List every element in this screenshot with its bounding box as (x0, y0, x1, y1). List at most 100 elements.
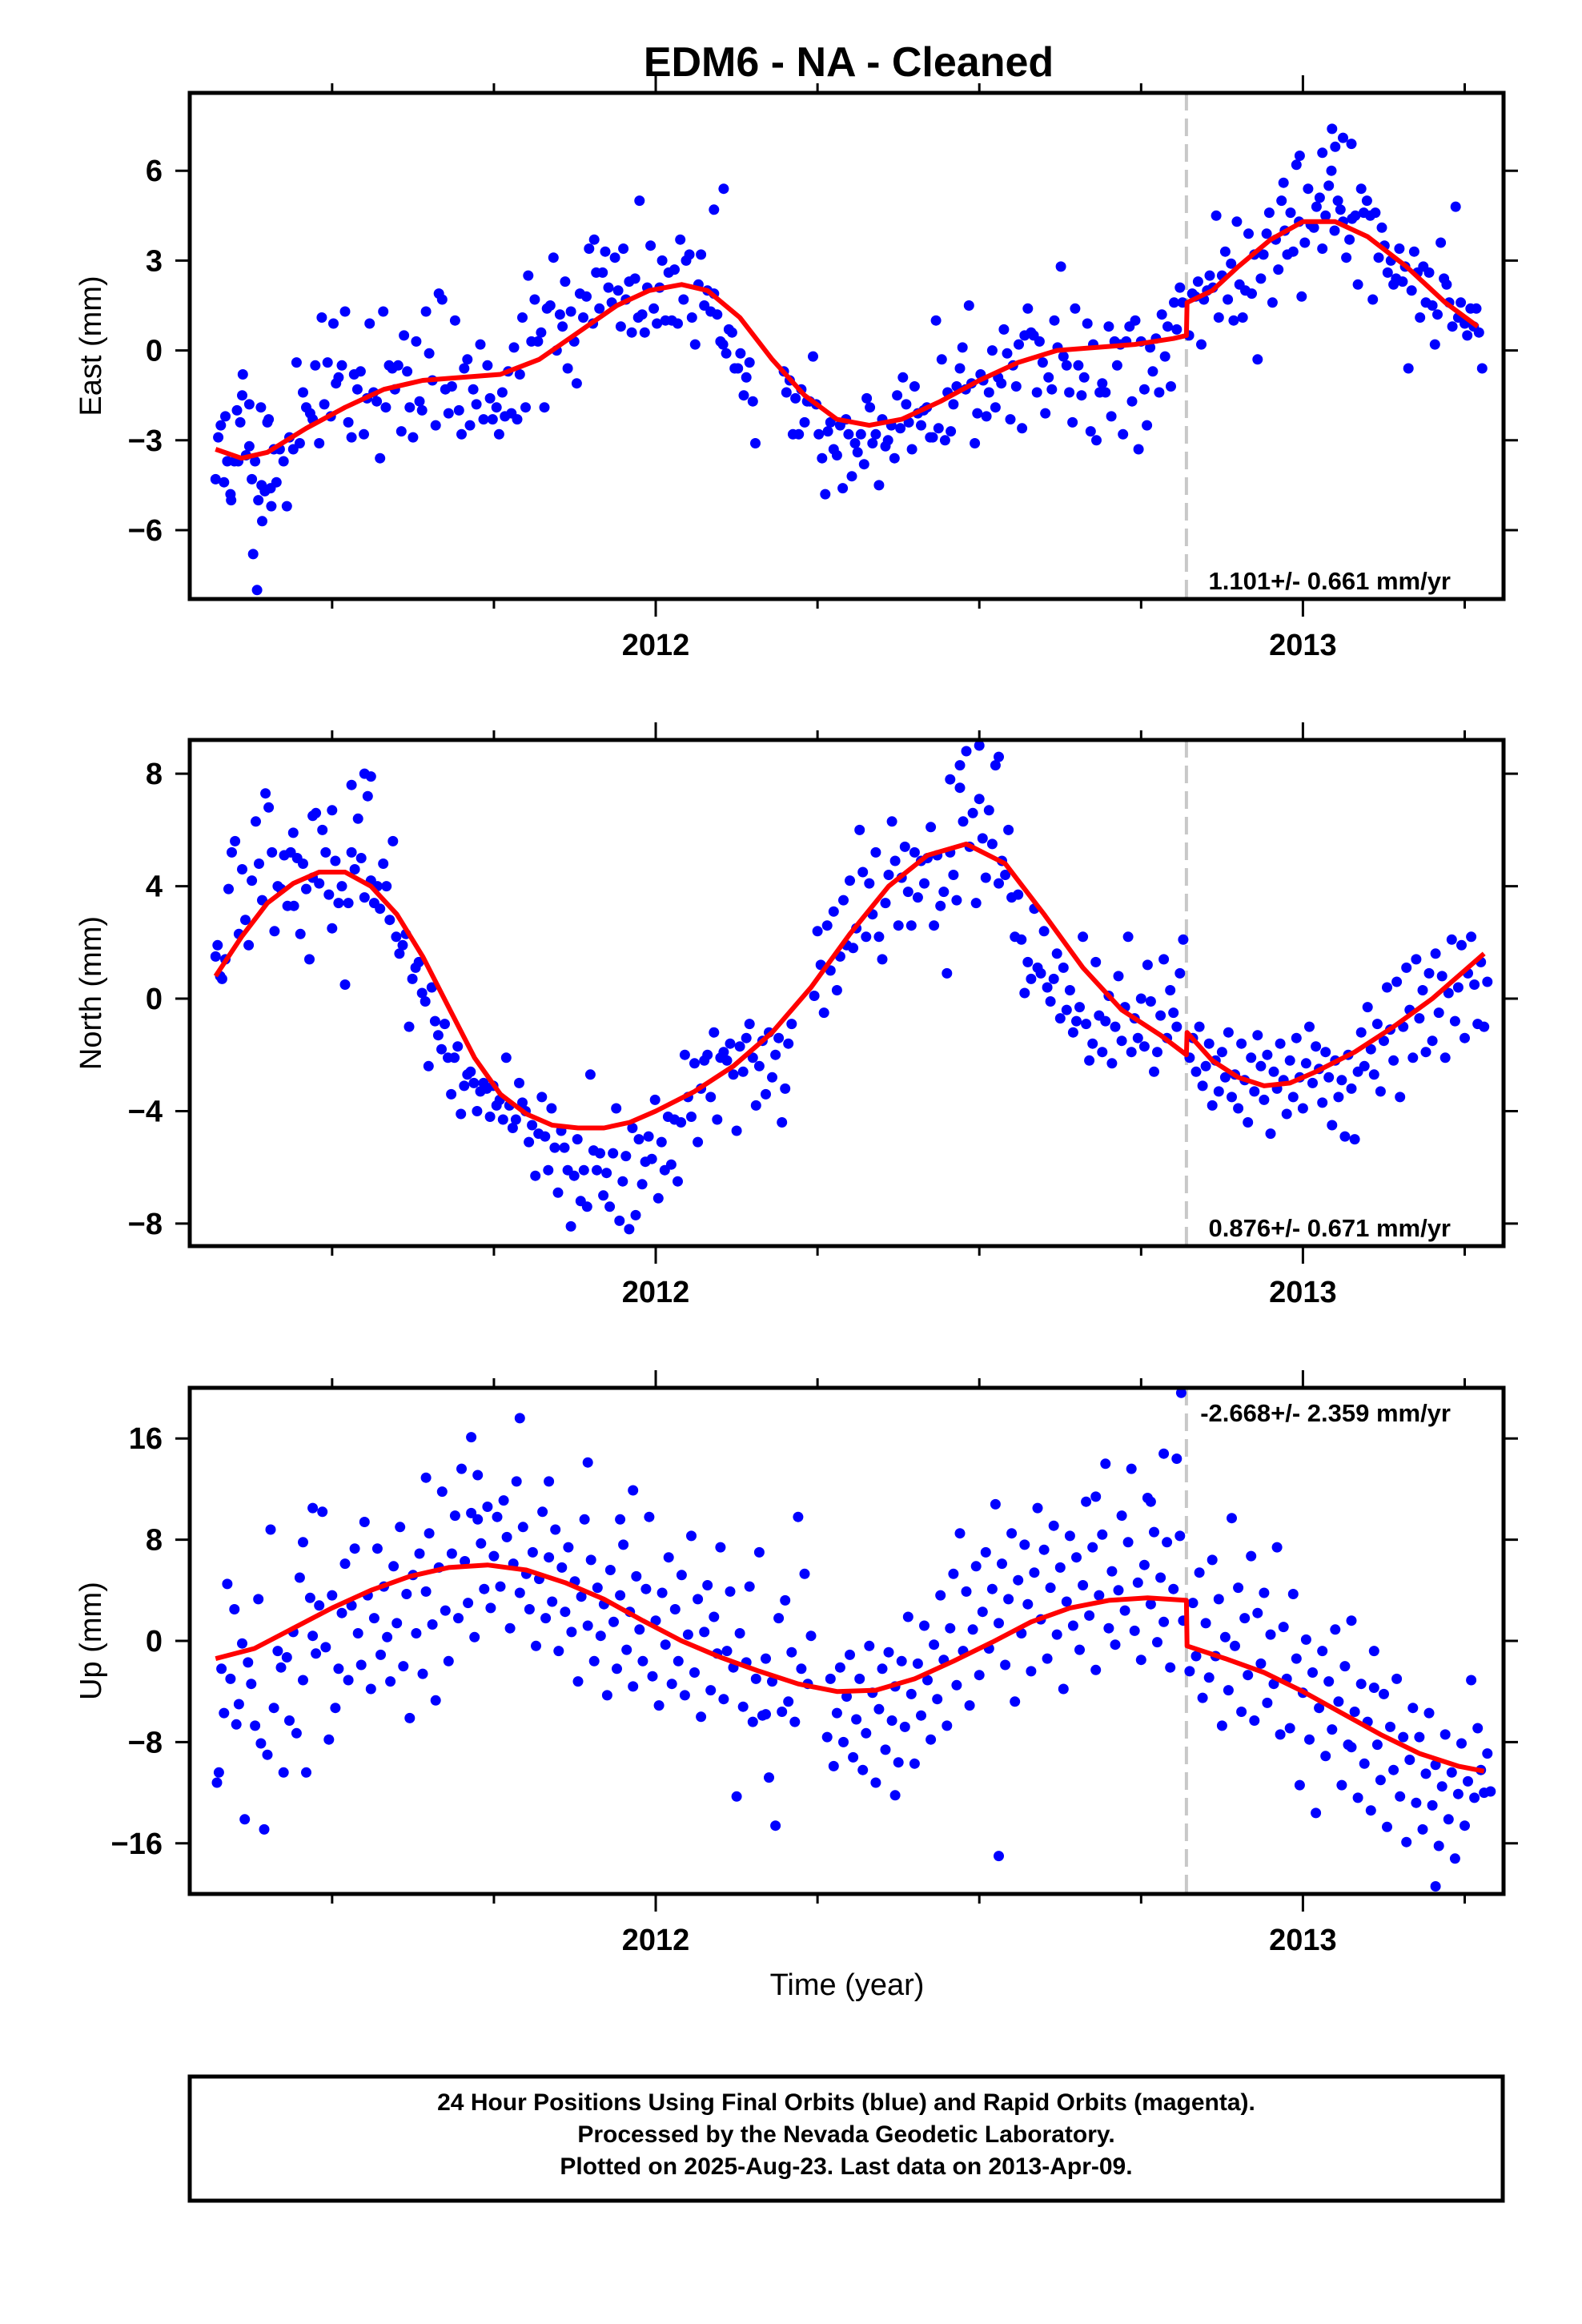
up-data-point (556, 1562, 568, 1573)
east-data-point (673, 318, 683, 329)
up-data-point (1359, 1758, 1370, 1769)
up-data-point (330, 1703, 341, 1714)
east-data-point (1055, 261, 1066, 272)
up-data-point (1032, 1502, 1043, 1514)
up-data-point (715, 1542, 726, 1553)
up-data-point (1433, 1840, 1444, 1852)
north-data-point (990, 760, 1001, 771)
north-data-point (260, 788, 271, 799)
figure-title: EDM6 - NA - Cleaned (644, 39, 1054, 86)
east-data-point (539, 402, 550, 413)
east-data-point (686, 312, 697, 323)
up-data-point (527, 1546, 538, 1558)
north-data-point (420, 996, 431, 1007)
up-data-point (628, 1681, 639, 1692)
east-data-point (1403, 363, 1414, 374)
up-data-point (1388, 1764, 1399, 1775)
up-data-point (980, 1546, 991, 1558)
up-data-point (359, 1517, 370, 1527)
up-data-point (284, 1715, 295, 1726)
north-data-point (307, 810, 319, 822)
north-data-point (974, 794, 985, 805)
north-data-point (1243, 1117, 1254, 1128)
up-data-point (333, 1663, 344, 1675)
up-data-point (896, 1655, 907, 1667)
up-data-point (268, 1703, 279, 1714)
north-data-point (974, 740, 985, 751)
east-data-point (496, 387, 508, 398)
east-data-point (1441, 279, 1452, 290)
east-data-point (263, 414, 275, 425)
north-data-point (1078, 931, 1089, 943)
north-data-point (397, 939, 408, 951)
north-data-point (747, 1052, 758, 1063)
east-data-point (1462, 330, 1473, 341)
up-data-point (1239, 1613, 1251, 1624)
up-data-point (514, 1587, 525, 1598)
up-data-point (1187, 1598, 1199, 1609)
up-observations (211, 1388, 1496, 1892)
up-x-tick-label: 2013 (1269, 1924, 1337, 1957)
north-data-point (497, 1114, 508, 1125)
up-data-point (1197, 1692, 1208, 1703)
up-data-point (621, 1644, 632, 1655)
north-data-point (1452, 982, 1464, 993)
up-data-point (725, 1586, 736, 1597)
up-data-point (291, 1727, 302, 1739)
east-data-point (1046, 384, 1058, 395)
up-data-point (1022, 1598, 1034, 1610)
north-data-point (384, 915, 396, 926)
east-data-point (909, 381, 920, 392)
up-data-point (343, 1675, 354, 1686)
east-data-point (1338, 132, 1348, 143)
east-data-point (867, 438, 878, 448)
east-data-point (1010, 381, 1022, 392)
up-data-point (466, 1432, 477, 1443)
up-data-point (1268, 1679, 1279, 1690)
up-data-point (485, 1602, 496, 1614)
north-data-point (767, 1072, 777, 1083)
east-data-point (849, 438, 861, 448)
north-data-point (230, 835, 241, 846)
north-data-point (1262, 1049, 1273, 1060)
east-data-point (820, 489, 831, 500)
up-data-point (750, 1673, 761, 1684)
up-data-point (666, 1679, 677, 1690)
east-data-point (319, 399, 330, 410)
east-data-point (219, 476, 230, 488)
north-data-point (375, 903, 386, 915)
up-data-point (1158, 1616, 1170, 1627)
east-data-point (998, 324, 1010, 335)
up-data-point (1135, 1655, 1146, 1666)
north-data-point (1417, 985, 1428, 995)
up-data-point (1411, 1797, 1422, 1808)
north-data-point (770, 1049, 781, 1060)
north-data-point (761, 1088, 771, 1100)
north-data-point (725, 1038, 736, 1049)
up-data-point (1291, 1653, 1302, 1664)
east-data-point (652, 318, 663, 329)
east-data-point (597, 267, 608, 278)
east-data-point (1323, 180, 1335, 191)
up-data-point (472, 1470, 484, 1481)
east-data-point (1397, 276, 1408, 287)
north-data-point (1042, 982, 1053, 993)
up-data-point (1275, 1729, 1286, 1740)
north-data-point (1207, 1100, 1218, 1111)
north-data-point (744, 1019, 755, 1030)
east-data-point (1130, 315, 1141, 326)
up-data-point (821, 1731, 833, 1743)
east-data-point (1126, 396, 1138, 407)
north-data-point (693, 1136, 704, 1148)
up-y-axis-label: Up (mm) (74, 1582, 108, 1700)
up-data-point (323, 1734, 335, 1745)
east-data-point (1204, 270, 1215, 281)
north-data-point (1174, 967, 1186, 979)
up-data-point (1262, 1697, 1273, 1708)
east-data-point (626, 327, 637, 338)
up-data-point (1430, 1881, 1441, 1892)
north-data-point (870, 846, 881, 858)
north-data-point (1346, 1083, 1357, 1094)
east-data-point (612, 285, 624, 296)
north-data-point (1048, 973, 1059, 984)
